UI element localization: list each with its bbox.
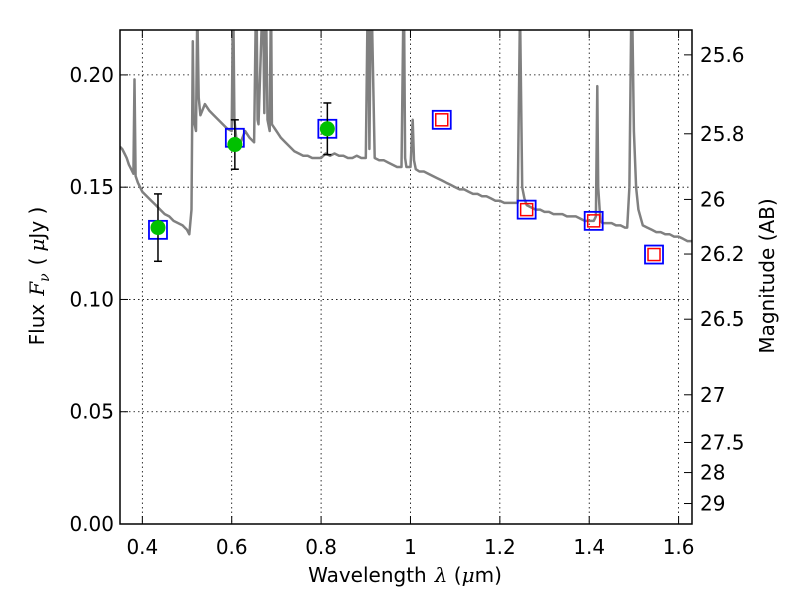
y-tick-label: 0.00 bbox=[69, 512, 114, 536]
x-tick-label: 1.4 bbox=[573, 535, 605, 559]
observed-photometry-point bbox=[319, 121, 335, 137]
x-axis-label: Wavelength λ (μm) bbox=[308, 563, 502, 587]
photometry-markers bbox=[148, 102, 664, 265]
model-photometry-square bbox=[516, 199, 537, 220]
y2-tick-label: 25.6 bbox=[700, 43, 745, 67]
x-tick-label: 0.4 bbox=[126, 535, 158, 559]
observed-photometry-point bbox=[227, 137, 243, 153]
y-tick-label: 0.20 bbox=[69, 63, 114, 87]
x-tick-label: 1.2 bbox=[484, 535, 516, 559]
y2-tick-label: 25.8 bbox=[700, 122, 745, 146]
x-tick-label: 1 bbox=[404, 535, 417, 559]
model-photometry-square bbox=[431, 109, 452, 130]
model-photometry-square bbox=[583, 210, 604, 231]
y2-tick-label: 26.5 bbox=[700, 307, 745, 331]
y2-tick-label: 29 bbox=[700, 492, 725, 516]
y2-axis-label: Magnitude (AB) bbox=[755, 198, 779, 353]
axis-ticks: 0.4 0.6 0.8 1 1.2 1.4 1.6 0.00 0.05 0.10 0.15 0.20 2… bbox=[69, 30, 745, 559]
y2-tick-label: 26 bbox=[700, 187, 725, 211]
y-tick-label: 0.10 bbox=[69, 287, 114, 311]
y-axis-label: FluxFν(μJy ) bbox=[25, 207, 53, 346]
y2-tick-label: 28 bbox=[700, 461, 725, 485]
y2-tick-label: 27.5 bbox=[700, 430, 745, 454]
predicted-photometry-square bbox=[586, 214, 601, 228]
model-spectrum bbox=[120, 30, 692, 243]
plot-frame bbox=[119, 29, 693, 525]
predicted-photometry-square bbox=[519, 202, 534, 217]
y2-tick-label: 26.2 bbox=[700, 242, 745, 266]
spectrum-line bbox=[120, 30, 692, 243]
y-tick-label: 0.05 bbox=[69, 400, 114, 424]
x-tick-label: 0.8 bbox=[305, 535, 337, 559]
y-tick-label: 0.15 bbox=[69, 175, 114, 199]
observed-photometry-point bbox=[150, 220, 166, 236]
predicted-photometry-square bbox=[647, 247, 661, 262]
x-tick-label: 0.6 bbox=[216, 535, 248, 559]
y2-tick-label: 27 bbox=[700, 383, 725, 407]
x-tick-label: 1.6 bbox=[663, 535, 695, 559]
predicted-photometry-square bbox=[435, 113, 449, 127]
model-photometry-square bbox=[644, 244, 664, 265]
